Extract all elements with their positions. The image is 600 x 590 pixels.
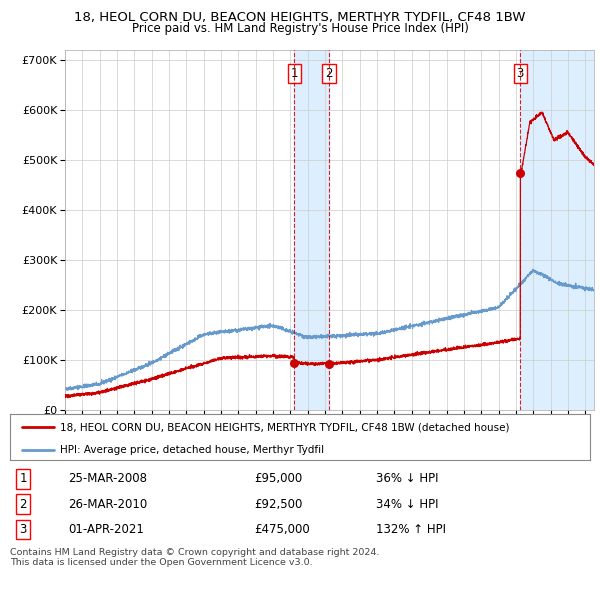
Text: 1: 1 <box>19 472 27 485</box>
Text: £95,000: £95,000 <box>254 472 302 485</box>
Text: £92,500: £92,500 <box>254 497 302 510</box>
Text: 25-MAR-2008: 25-MAR-2008 <box>68 472 147 485</box>
Text: 34% ↓ HPI: 34% ↓ HPI <box>376 497 438 510</box>
Bar <box>520 50 594 410</box>
Text: 2: 2 <box>19 497 27 510</box>
Text: 36% ↓ HPI: 36% ↓ HPI <box>376 472 438 485</box>
Text: £475,000: £475,000 <box>254 523 310 536</box>
Text: 26-MAR-2010: 26-MAR-2010 <box>68 497 148 510</box>
Text: 3: 3 <box>19 523 26 536</box>
Text: 132% ↑ HPI: 132% ↑ HPI <box>376 523 446 536</box>
Text: This data is licensed under the Open Government Licence v3.0.: This data is licensed under the Open Gov… <box>10 558 313 567</box>
Bar <box>295 50 329 410</box>
Text: 01-APR-2021: 01-APR-2021 <box>68 523 144 536</box>
Text: Price paid vs. HM Land Registry's House Price Index (HPI): Price paid vs. HM Land Registry's House … <box>131 22 469 35</box>
Text: Contains HM Land Registry data © Crown copyright and database right 2024.: Contains HM Land Registry data © Crown c… <box>10 548 380 556</box>
Text: HPI: Average price, detached house, Merthyr Tydfil: HPI: Average price, detached house, Mert… <box>59 445 323 455</box>
Text: 18, HEOL CORN DU, BEACON HEIGHTS, MERTHYR TYDFIL, CF48 1BW (detached house): 18, HEOL CORN DU, BEACON HEIGHTS, MERTHY… <box>59 422 509 432</box>
Text: 3: 3 <box>517 67 524 80</box>
Text: 1: 1 <box>290 67 298 80</box>
Text: 18, HEOL CORN DU, BEACON HEIGHTS, MERTHYR TYDFIL, CF48 1BW: 18, HEOL CORN DU, BEACON HEIGHTS, MERTHY… <box>74 11 526 24</box>
Text: 2: 2 <box>325 67 333 80</box>
